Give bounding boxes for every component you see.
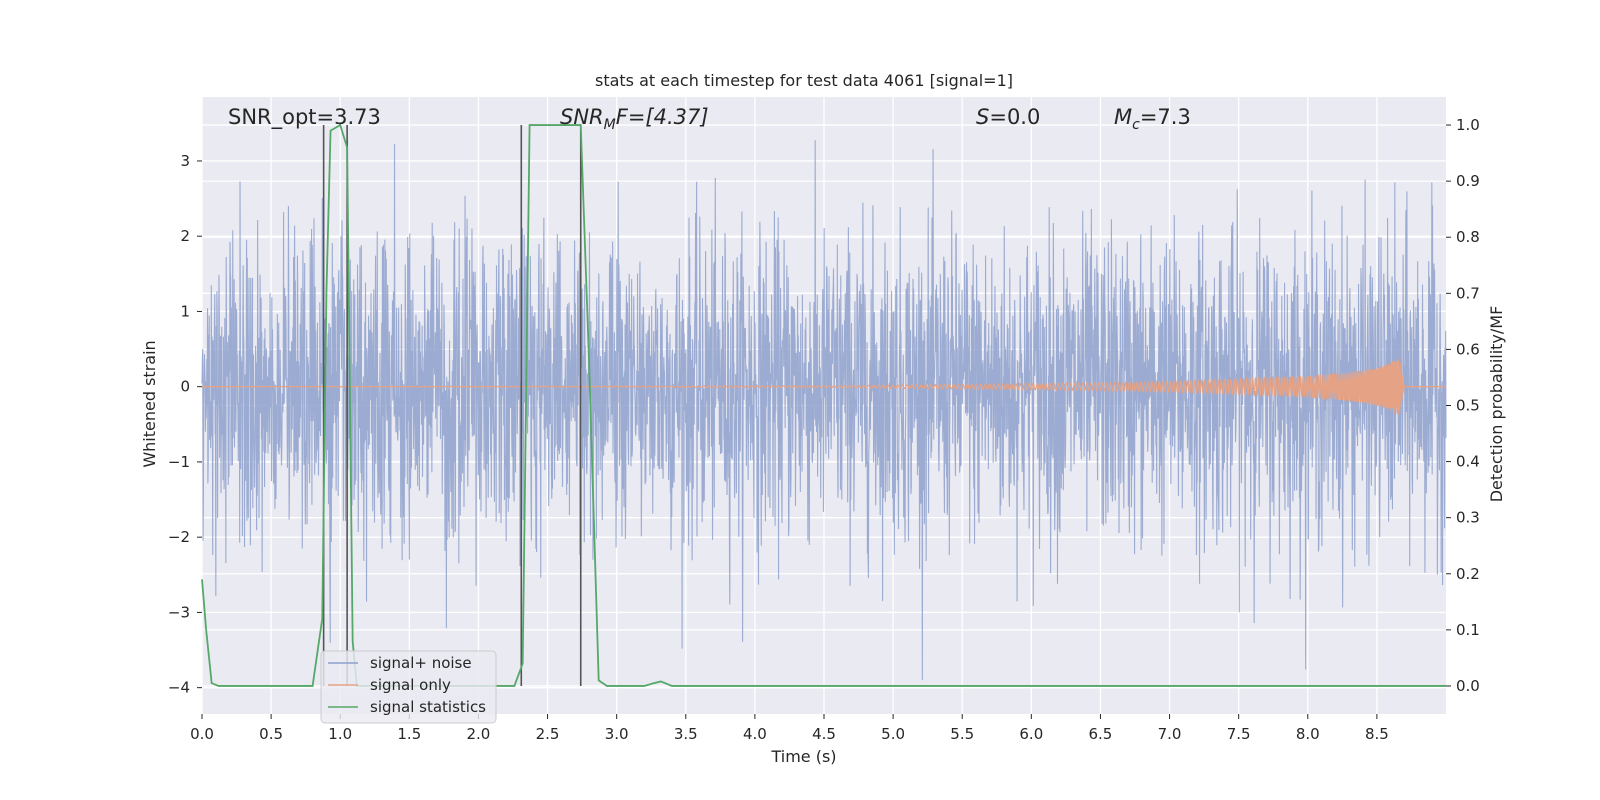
y-tick-label: 1 [180,302,190,320]
y-right-tick-label: 0.6 [1456,340,1480,358]
signal-noise-line [201,138,1447,681]
y-axis-right-ticks: 1.0 0.9 0.8 0.7 0.6 0.5 0.4 0.3 0.2 0.1 0.0 [1446,116,1480,695]
y-tick-label: −4 [168,679,190,697]
x-tick-label: 1.0 [328,725,352,743]
x-tick-label: 2.0 [467,725,491,743]
y-right-tick-label: 0.0 [1456,677,1480,695]
y-tick-label: −2 [168,528,190,546]
y-right-tick-label: 0.7 [1456,284,1480,302]
y-right-tick-label: 0.5 [1456,397,1480,415]
legend-label-signal-only: signal only [370,676,451,694]
y-tick-label: 0 [180,378,190,396]
x-tick-label: 0.5 [259,725,283,743]
y-right-tick-label: 0.8 [1456,228,1480,246]
annotation-mc-subscript: c [1132,117,1140,133]
x-tick-label: 3.5 [674,725,698,743]
annotation-s-value: =0.0 [989,105,1040,129]
signal-only-series [202,358,1446,415]
y-right-tick-label: 0.2 [1456,565,1480,583]
x-tick-label: 5.5 [950,725,974,743]
annotation-s: S=0.0 [976,105,1040,129]
y-tick-label: 2 [180,227,190,245]
annotation-mc-value: =7.3 [1140,105,1191,129]
signal-noise-series [201,138,1447,681]
x-tick-label: 3.0 [605,725,629,743]
annotation-snr-mf-value: F=[4.37] [616,105,709,129]
x-tick-label: 4.5 [812,725,836,743]
x-tick-label: 8.5 [1365,725,1389,743]
y-right-tick-label: 1.0 [1456,116,1480,134]
annotation-snr-mf-base: SNR [560,105,604,129]
x-tick-label: 5.0 [881,725,905,743]
signal-statistics-line [201,123,1446,687]
y-right-tick-label: 0.9 [1456,172,1480,190]
x-tick-label: 4.0 [743,725,767,743]
annotation-mc-base: M [1114,105,1132,129]
x-tick-label: 6.0 [1019,725,1043,743]
y-tick-label: 3 [180,152,190,170]
x-axis-ticks: 0.0 0.5 1.0 1.5 2.0 2.5 3.0 3.5 4.0 4.5 5.0 5.5 6.0 6… [190,714,1389,743]
x-tick-label: 7.0 [1158,725,1182,743]
legend-label-signal-statistics: signal statistics [370,698,486,716]
y-tick-label: −3 [168,603,190,621]
y-right-tick-label: 0.3 [1456,509,1480,527]
y-tick-label: −1 [168,453,190,471]
signal-only-line [202,358,1446,415]
annotation-mc: Mc=7.3 [1114,105,1191,133]
legend-label-signal-noise: signal+ noise [370,654,472,672]
annotation-snr-mf-subscript: M [604,117,616,133]
legend-box [320,650,497,724]
y-right-tick-label: 0.1 [1456,621,1480,639]
x-tick-label: 0.0 [190,725,214,743]
x-tick-label: 8.0 [1296,725,1320,743]
annotation-s-base: S [976,105,989,129]
annotation-snr-opt: SNR_opt=3.73 [228,105,381,130]
annotation-snr-mf: SNRMF=[4.37] [560,105,709,133]
x-tick-label: 2.5 [536,725,560,743]
signal-statistics-series [201,123,1446,687]
x-tick-label: 1.5 [397,725,421,743]
legend: signal+ noise signal only signal statist… [320,650,497,724]
y-axis-label: Whitened strain [140,340,159,467]
x-axis-label: Time (s) [770,747,836,766]
y-axis-ticks: 3 2 1 0 −1 −2 −3 −4 [168,152,202,697]
x-tick-label: 7.5 [1227,725,1251,743]
x-tick-label: 6.5 [1089,725,1113,743]
y-right-tick-label: 0.4 [1456,453,1480,471]
chart-title: stats at each timestep for test data 406… [595,71,1013,90]
y-axis-right-label: Detection probability/MF [1487,306,1506,503]
